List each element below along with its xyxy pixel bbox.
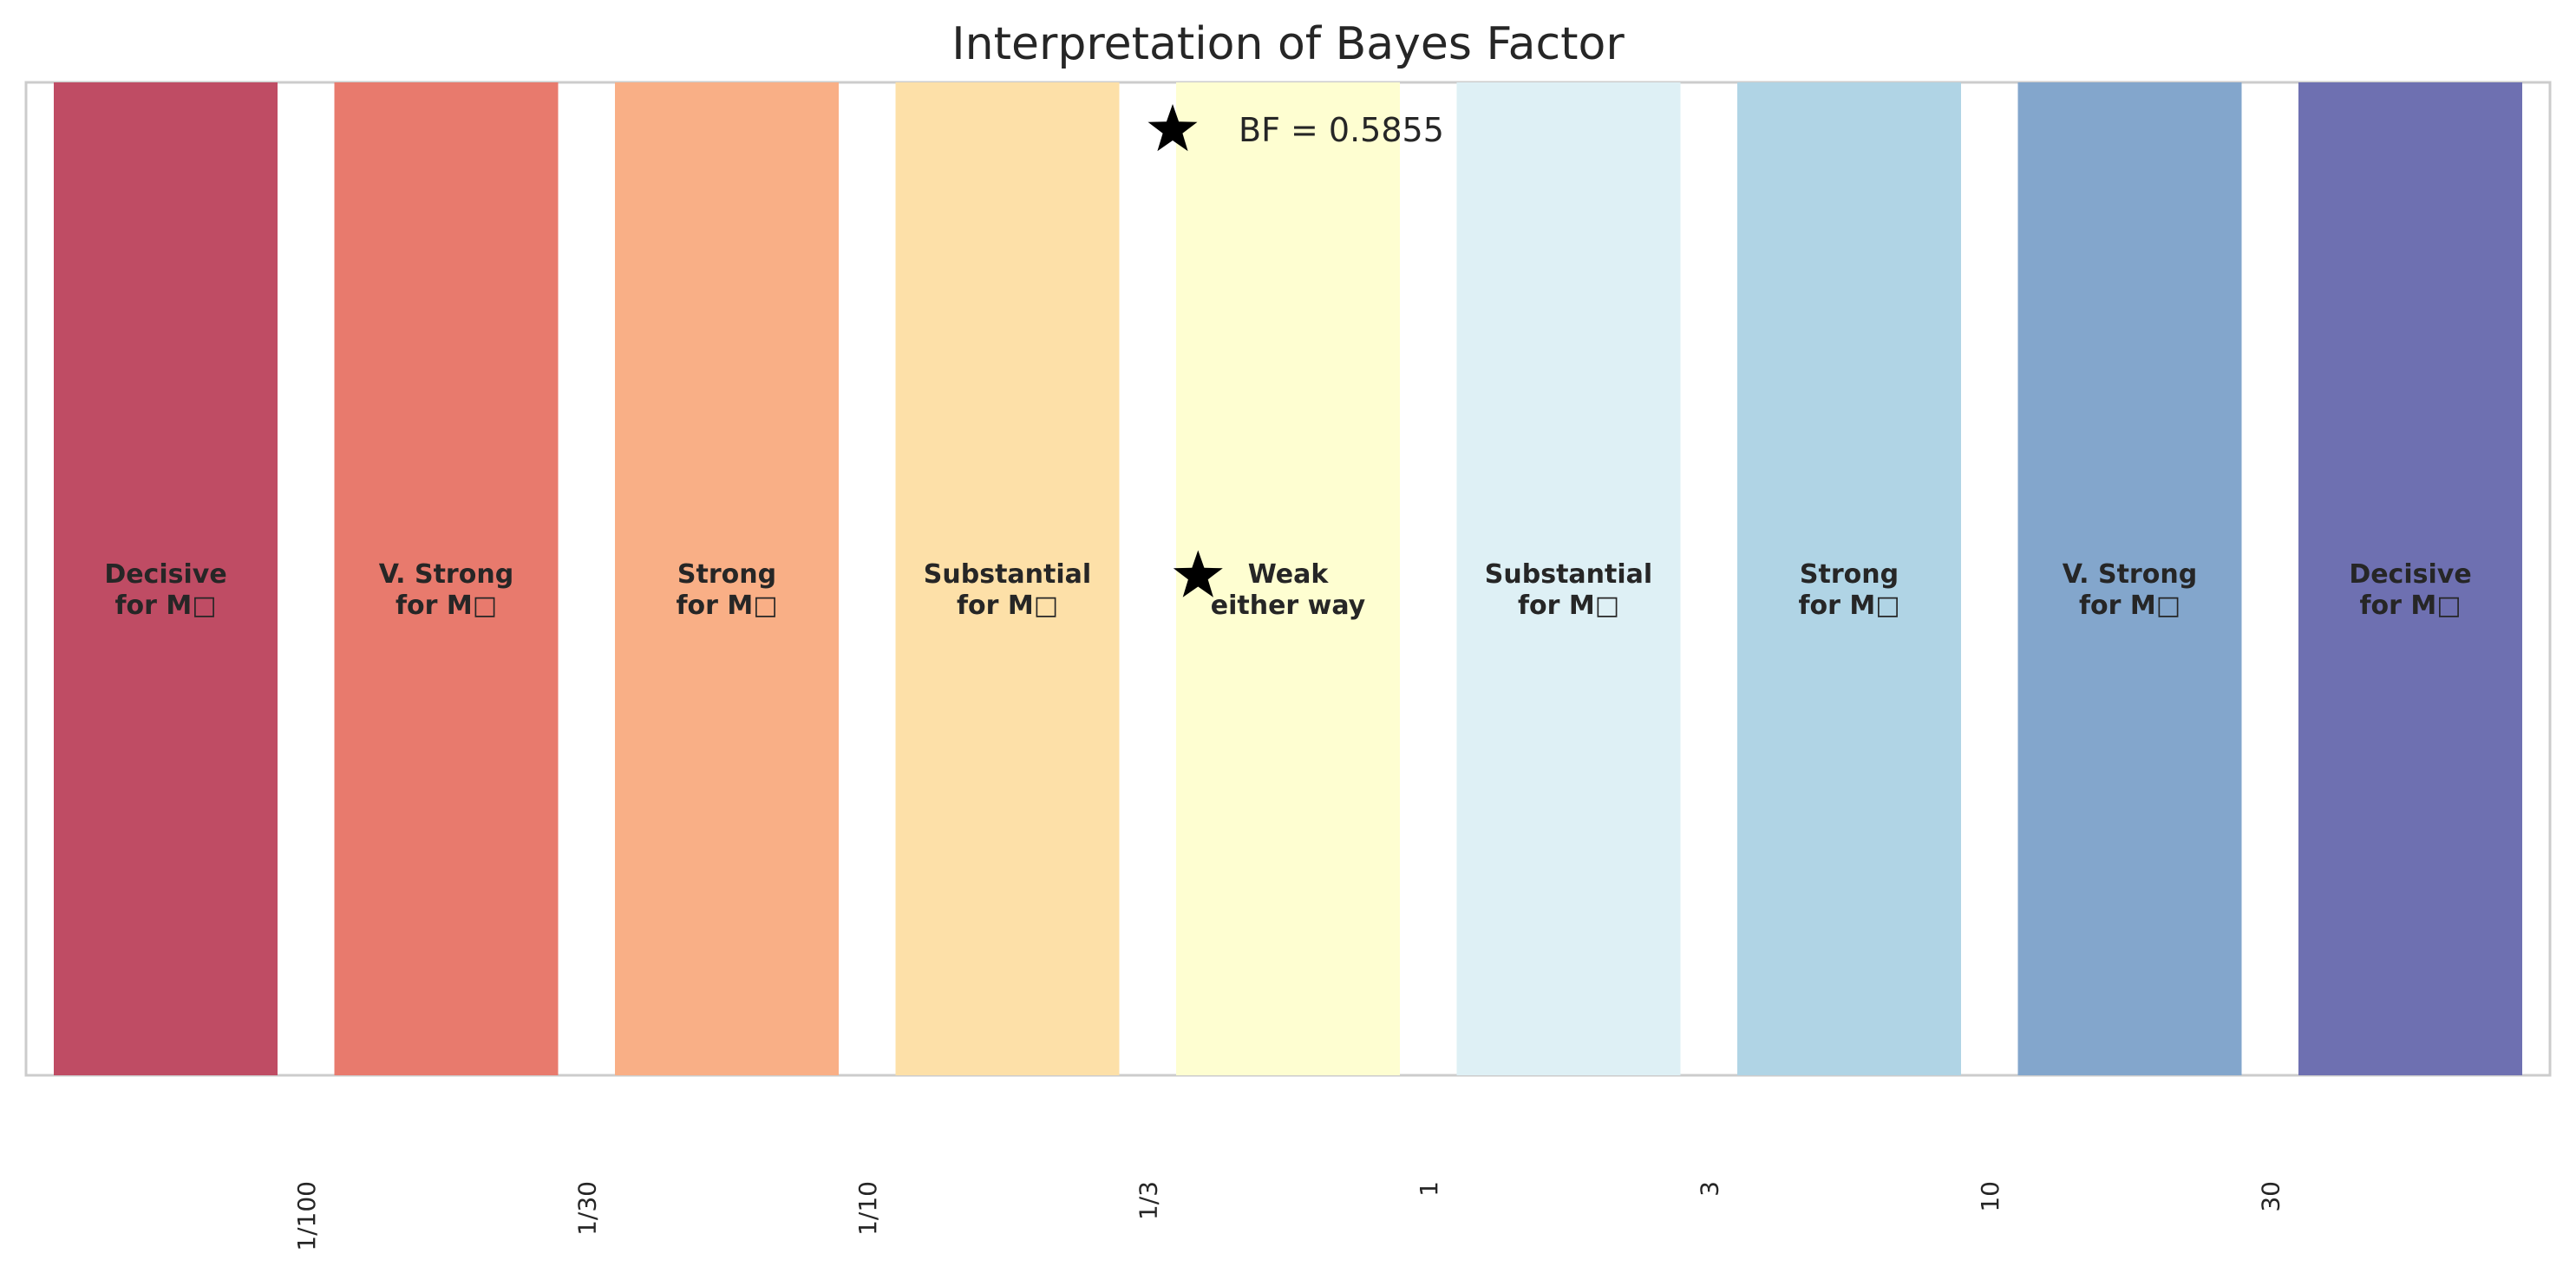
x-tick-label: 1 bbox=[1415, 1181, 1443, 1197]
chart-title: Interpretation of Bayes Factor bbox=[951, 18, 1625, 70]
bar-label: V. Strong for M□ bbox=[379, 559, 513, 621]
bar bbox=[1456, 82, 1681, 1075]
bar-label: V. Strong for M□ bbox=[2063, 559, 2197, 621]
bar bbox=[615, 82, 839, 1075]
x-tick-label: 1/100 bbox=[292, 1181, 321, 1251]
bar bbox=[1737, 82, 1961, 1075]
bar bbox=[2017, 82, 2242, 1075]
x-tick-labels-group: 1/100 1/30 1/10 1/3 1 3 10 30 bbox=[292, 1181, 2285, 1251]
bayes-factor-star-marker bbox=[1173, 550, 1223, 597]
x-tick-label: 1/10 bbox=[853, 1181, 882, 1236]
bar bbox=[2298, 82, 2522, 1075]
bar-label: Decisive for M□ bbox=[104, 559, 226, 621]
bar bbox=[334, 82, 559, 1075]
x-tick-label: 10 bbox=[1976, 1181, 2004, 1212]
bar bbox=[54, 82, 278, 1075]
bar-label: Substantial for M□ bbox=[924, 559, 1091, 621]
legend: BF = 0.5855 bbox=[1147, 104, 1444, 152]
bar-label: Decisive for M□ bbox=[2349, 559, 2471, 621]
bar-label: Strong for M□ bbox=[676, 559, 777, 621]
bar bbox=[895, 82, 1120, 1075]
bars-group bbox=[54, 82, 2522, 1075]
legend-star-icon bbox=[1147, 104, 1198, 152]
x-tick-label: 1/30 bbox=[572, 1181, 601, 1236]
bar-label: Strong for M□ bbox=[1798, 559, 1899, 621]
category-labels-group: Decisive for M□ V. Strong for M□ Strong for M… bbox=[104, 559, 2471, 621]
x-tick-label: 1/3 bbox=[1134, 1181, 1162, 1220]
bayes-factor-marker-group bbox=[1173, 550, 1223, 597]
x-tick-label: 30 bbox=[2256, 1181, 2285, 1212]
bar-label: Weak either way bbox=[1211, 559, 1366, 621]
legend-bf-label: BF = 0.5855 bbox=[1239, 111, 1444, 149]
x-tick-label: 3 bbox=[1695, 1181, 1723, 1197]
bar bbox=[1176, 82, 1400, 1075]
bar-label: Substantial for M□ bbox=[1485, 559, 1652, 621]
